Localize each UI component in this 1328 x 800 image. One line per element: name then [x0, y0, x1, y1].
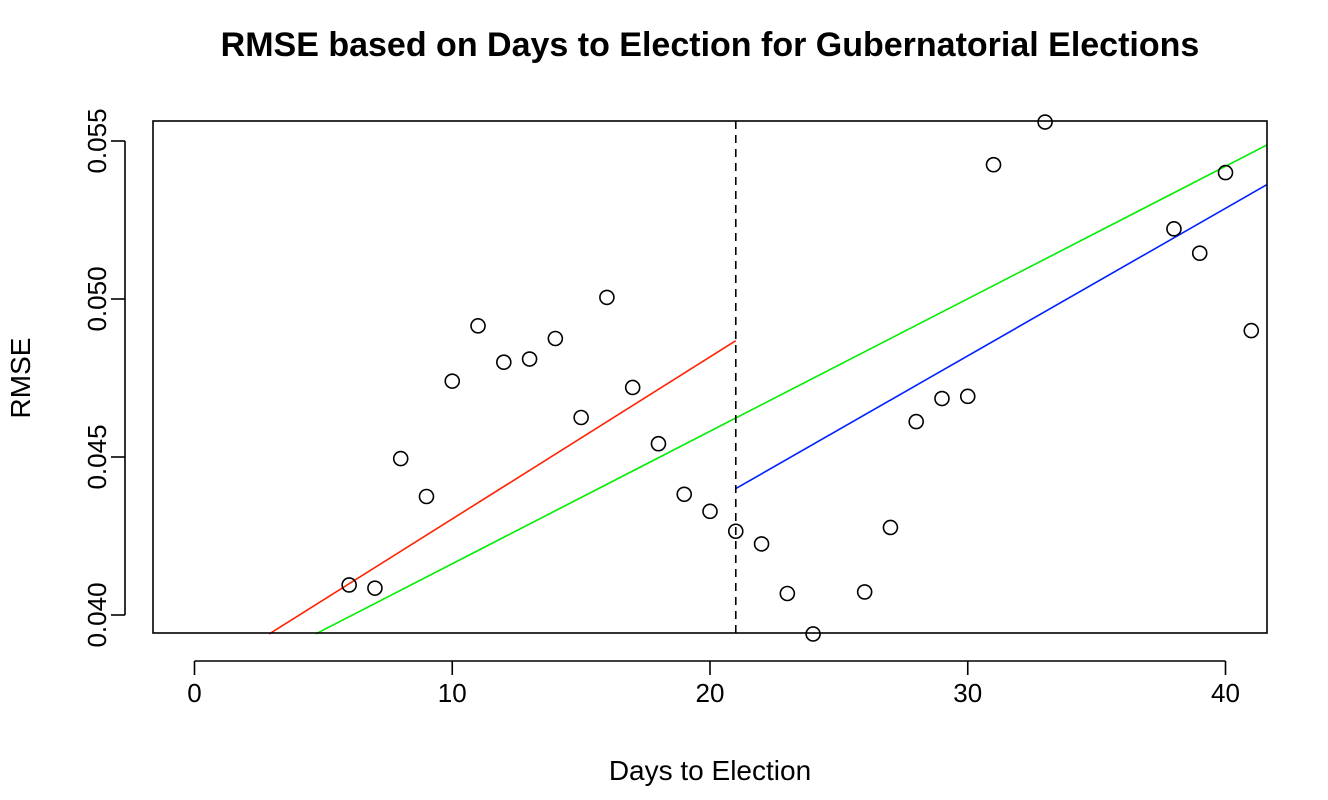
data-point — [856, 584, 873, 600]
y-tick-label: 0.040 — [82, 582, 112, 647]
x-tick-label: 40 — [1211, 678, 1240, 708]
data-point — [418, 488, 435, 505]
data-point — [959, 388, 976, 405]
data-point — [934, 390, 950, 407]
x-tick-label: 30 — [953, 678, 982, 708]
x-axis-title: Days to Election — [609, 755, 811, 786]
fit-lines — [268, 121, 1268, 635]
data-point — [1166, 221, 1182, 237]
data-point — [392, 450, 409, 467]
plot-frame — [152, 120, 1268, 634]
data-point — [805, 626, 821, 642]
data-point — [702, 503, 718, 520]
data-point — [753, 536, 770, 552]
y-tick-label: 0.050 — [82, 266, 112, 331]
red-fit-line — [268, 340, 737, 635]
data-point — [495, 354, 512, 371]
y-tick-label: 0.045 — [82, 424, 112, 489]
data-point — [367, 580, 383, 596]
green-fit-line — [315, 144, 1268, 635]
y-axis-title: RMSE — [5, 338, 36, 419]
data-point — [624, 379, 641, 396]
data-point — [341, 577, 357, 593]
data-point — [908, 413, 925, 430]
data-point — [444, 373, 461, 389]
data-point — [1217, 164, 1234, 181]
data-point — [573, 409, 589, 426]
data-point — [1243, 322, 1260, 339]
data-point — [547, 330, 564, 347]
data-point — [882, 519, 899, 536]
x-tick-label: 10 — [438, 678, 467, 708]
data-point — [1191, 245, 1208, 261]
x-axis: 0 10 20 30 40 — [187, 660, 1240, 708]
x-tick-label: 20 — [696, 678, 725, 708]
x-tick-label: 0 — [187, 678, 201, 708]
data-point — [727, 523, 744, 540]
data-points — [341, 114, 1260, 642]
y-tick-label: 0.055 — [82, 108, 112, 173]
data-point — [650, 435, 667, 452]
y-axis: 0.040 0.045 0.050 0.055 — [82, 108, 126, 648]
data-point — [1037, 114, 1053, 130]
data-point — [599, 289, 615, 306]
chart-title: RMSE based on Days to Election for Guber… — [221, 26, 1200, 64]
blue-fit-line — [735, 183, 1268, 490]
data-point — [521, 351, 538, 367]
data-point — [985, 156, 1002, 173]
data-point — [470, 318, 486, 334]
data-point — [676, 486, 693, 503]
data-point — [779, 585, 796, 602]
